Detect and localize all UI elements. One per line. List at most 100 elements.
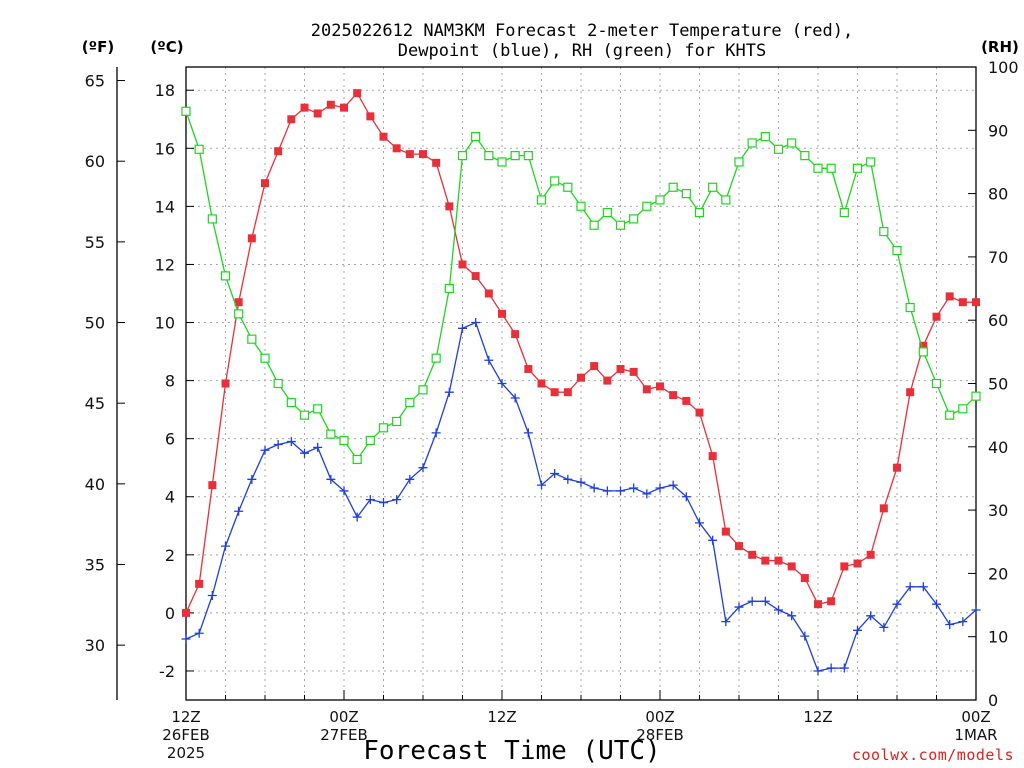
dewpoint-point — [418, 463, 428, 473]
fahrenheit-tick-label: 35 — [85, 555, 105, 574]
dewpoint-point — [589, 483, 599, 493]
rh-tick-label: 30 — [988, 501, 1008, 520]
dewpoint-point — [260, 445, 270, 455]
dewpoint-point — [760, 596, 770, 606]
rh-point — [852, 163, 863, 173]
rh-point — [655, 195, 665, 205]
rh-point — [773, 144, 784, 154]
celsius-tick-label: 18 — [155, 81, 175, 100]
temperature-point — [261, 179, 269, 188]
rh-point — [378, 423, 389, 433]
dewpoint-point — [681, 492, 691, 502]
rh-point — [510, 151, 520, 161]
temperature-point — [326, 100, 335, 109]
x-tick-label: 26FEB — [162, 726, 209, 744]
temperature-point — [340, 103, 348, 112]
rh-point — [457, 151, 468, 161]
rh-point — [365, 435, 375, 446]
chart-title-line2: Dewpoint (blue), RH (green) for KHTS — [398, 41, 766, 61]
temperature-point — [379, 132, 388, 141]
dewpoint-point — [774, 605, 783, 615]
rh-point — [313, 404, 323, 414]
temperature-point — [313, 109, 322, 118]
temperature-point — [300, 103, 309, 112]
temperature-point — [616, 364, 625, 373]
rh-point — [299, 410, 310, 420]
dewpoint-point — [326, 474, 336, 484]
temperature-point — [471, 272, 480, 281]
rh-point — [405, 397, 415, 408]
celsius-tick-label: 10 — [155, 314, 175, 333]
x-tick-label: 12Z — [803, 708, 832, 726]
axes: -2 0 2 4 6 8 10 12 14 16 18 30 35 40 45 50 55 60 65 0 10 20 30… — [85, 58, 1019, 762]
dewpoint-point — [352, 512, 362, 522]
dewpoint-point — [247, 474, 257, 484]
rh-tick-label: 90 — [988, 121, 1008, 140]
dewpoint-point — [642, 489, 652, 499]
rh-point — [444, 283, 454, 294]
x-tick-label: 1MAR — [954, 726, 997, 744]
temperature-point — [708, 452, 717, 461]
temperature-point — [919, 341, 928, 350]
x-tick-label: 28FEB — [636, 726, 683, 744]
rh-point — [694, 207, 705, 218]
x-tick-label: 2025 — [167, 744, 205, 762]
temperature-point — [182, 608, 190, 617]
dewpoint-point — [379, 498, 388, 508]
celsius-tick-label: 4 — [165, 488, 175, 507]
rh-point — [839, 207, 849, 218]
rh-point — [642, 201, 652, 211]
series — [181, 89, 981, 676]
temperature-point — [195, 579, 204, 588]
dewpoint-point — [813, 666, 823, 676]
dewpoint-point — [826, 663, 836, 673]
temperature-point — [748, 550, 757, 559]
temperature-point — [945, 292, 954, 301]
dewpoint-point — [853, 625, 862, 635]
dewpoint-point — [629, 483, 639, 493]
rh-point — [760, 132, 770, 142]
rh-point — [747, 138, 757, 148]
x-tick-label: 12Z — [171, 708, 200, 726]
rh-point — [247, 334, 257, 344]
celsius-tick-label: -2 — [159, 662, 175, 681]
dewpoint-point — [787, 611, 797, 621]
temperature-point — [577, 373, 585, 382]
rh-point — [260, 353, 270, 363]
rh-point — [392, 416, 402, 427]
dewpoint-point — [286, 437, 296, 447]
rh-point — [589, 220, 599, 230]
temperature-point — [524, 364, 533, 373]
rh-point — [826, 163, 836, 173]
rh-point — [721, 195, 731, 205]
rh-point — [945, 410, 955, 420]
x-tick-label: 12Z — [487, 708, 516, 726]
rh-point — [563, 182, 573, 192]
dewpoint-point — [734, 602, 744, 612]
fahrenheit-tick-label: 30 — [85, 636, 105, 655]
dewpoint-point — [444, 387, 454, 397]
temperature-point — [629, 367, 638, 376]
rh-point — [550, 176, 560, 186]
dewpoint-point — [602, 486, 612, 496]
temperature-point — [234, 298, 243, 307]
rh-point — [787, 138, 797, 148]
rh-point — [484, 151, 494, 161]
dewpoint-point — [576, 477, 586, 487]
temperature-point — [866, 550, 875, 559]
dewpoint-point — [484, 355, 494, 365]
temperature-point — [642, 385, 651, 394]
dewpoint-point — [194, 628, 204, 638]
rh-tick-label: 0 — [988, 691, 998, 710]
temperature-point — [800, 574, 809, 583]
dewpoint-point — [300, 448, 309, 458]
rh-point — [273, 378, 283, 389]
credit-label: coolwx.com/models — [852, 746, 1014, 764]
rh-point — [905, 302, 915, 313]
temperature-point — [814, 600, 822, 609]
rh-point — [866, 157, 876, 167]
temperature-point — [669, 391, 678, 400]
celsius-unit-label: (ºC) — [150, 38, 183, 56]
rh-point — [181, 106, 191, 116]
dewpoint-point — [365, 495, 375, 505]
